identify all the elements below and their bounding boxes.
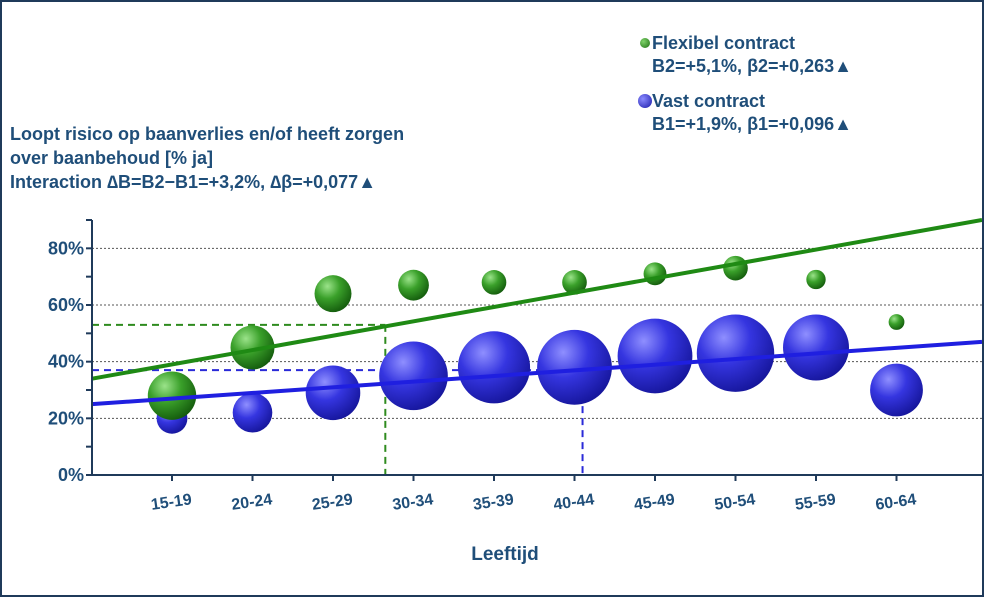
legend-marker-flexibel: [640, 38, 650, 48]
x-tick-label: 40-44: [552, 491, 595, 514]
bubble-flexibel: [643, 262, 667, 286]
bubble-flexibel: [888, 314, 905, 330]
legend-label-vast: Vast contract: [652, 91, 766, 111]
bubble-flexibel: [147, 371, 197, 420]
x-axis-label: Leeftijd: [471, 544, 539, 565]
bubble-flexibel: [723, 255, 748, 281]
legend-marker-vast: [638, 94, 652, 108]
chart-title: Loopt risico op baanverlies en/of heeft …: [10, 122, 404, 194]
bubble-vast: [870, 363, 923, 417]
trendline-flexibel: [91, 218, 982, 381]
title-line-1: Loopt risico op baanverlies en/of heeft …: [10, 124, 405, 144]
legend-entry-flexibel: Flexibel contract B2=+5,1%, β2=+0,263▲: [640, 32, 852, 78]
x-tick-label: 45-49: [633, 491, 676, 514]
bubble-flexibel: [481, 270, 507, 295]
y-tick-label: 80%: [48, 238, 84, 258]
bubble-flexibel: [230, 325, 275, 370]
y-tick-label: 40%: [48, 352, 84, 372]
y-tick-label: 60%: [48, 295, 84, 315]
x-tick-label: 60-64: [874, 491, 917, 514]
legend-stat-vast: B1=+1,9%, β1=+0,096▲: [652, 114, 852, 134]
legend-entry-vast: Vast contract B1=+1,9%, β1=+0,096▲: [638, 90, 852, 136]
bubble-vast: [232, 392, 273, 433]
title-line-2: over baanbehoud [% ja]: [10, 148, 214, 168]
bubble-vast: [379, 341, 448, 411]
x-tick-label: 35-39: [472, 491, 515, 514]
trendline-vast: [91, 339, 982, 407]
bubble-vast: [305, 365, 361, 421]
title-line-3: Interaction ∆B=B2−B1=+3,2%, ∆β=+0,077▲: [10, 172, 377, 192]
x-tick-label: 30-34: [391, 491, 434, 514]
y-tick-label: 20%: [48, 408, 84, 428]
y-tick-label: 0%: [58, 465, 84, 485]
bubble-vast: [457, 331, 531, 404]
bubble-vast: [783, 314, 849, 381]
bubble-flexibel: [562, 270, 587, 295]
bubble-flexibel: [806, 269, 826, 290]
x-tick-label: 25-29: [311, 491, 354, 514]
bubble-vast: [696, 314, 775, 392]
x-tick-label: 50-54: [713, 491, 756, 514]
legend-label-flexibel: Flexibel contract: [652, 33, 796, 53]
legend: Flexibel contract B2=+5,1%, β2=+0,263▲ V…: [638, 32, 852, 148]
bubble-flexibel: [314, 275, 352, 313]
x-tick-label: 15-19: [150, 491, 193, 514]
bubble-flexibel: [398, 269, 429, 301]
bubble-vast: [537, 329, 612, 405]
x-tick-label: 55-59: [794, 491, 837, 514]
x-tick-label: 20-24: [230, 491, 273, 514]
bubble-vast: [617, 318, 693, 394]
legend-stat-flexibel: B2=+5,1%, β2=+0,263▲: [652, 56, 852, 76]
